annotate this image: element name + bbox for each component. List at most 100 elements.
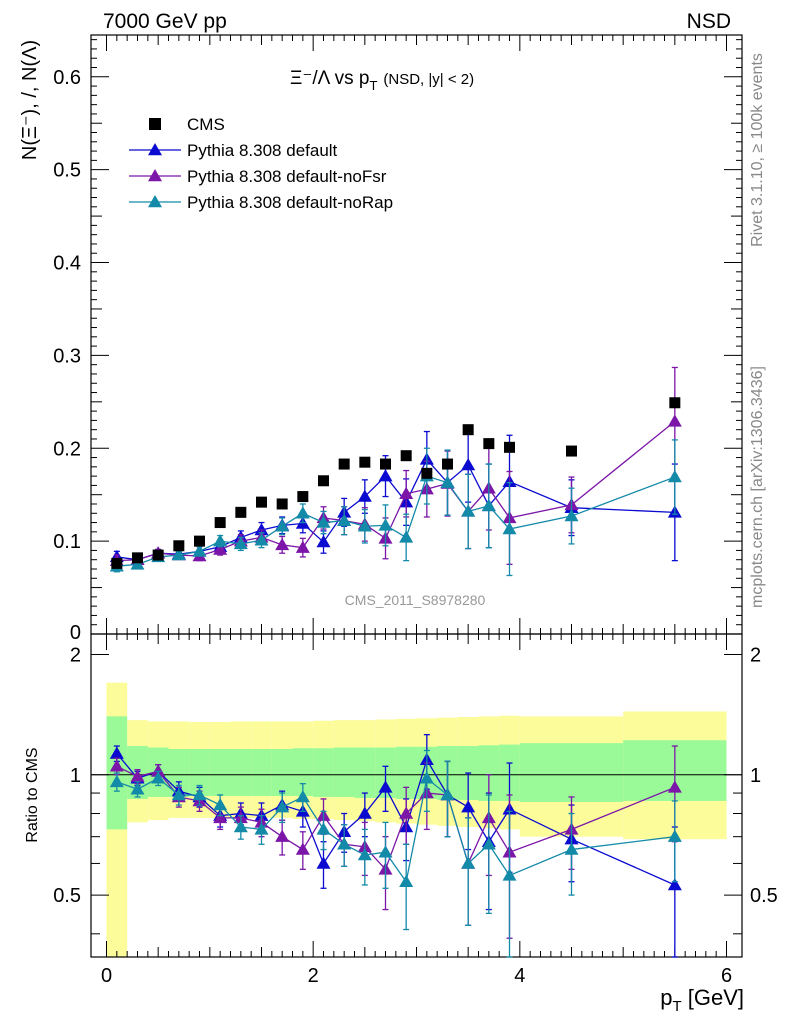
x-tick-label: 0 (101, 965, 112, 987)
ratio-band-inner (230, 749, 252, 796)
ratio-point-noFsr (295, 842, 310, 855)
ratio-point-noRap (130, 782, 145, 795)
ratio-point-noRap (337, 837, 352, 850)
point-default (254, 522, 269, 536)
ratio-point-default (461, 800, 476, 813)
x-tick-label: 6 (721, 965, 732, 987)
point-default (461, 457, 476, 471)
ratio-y-tick-label-right: 2 (750, 644, 761, 666)
legend-marker-triangle (148, 143, 162, 156)
ratio-point-noFsr (667, 780, 682, 793)
ratio-point-noRap (316, 822, 331, 835)
ratio-point-noFsr (130, 769, 145, 782)
ratio-point-noRap (399, 874, 414, 887)
ratio-point-default (378, 780, 393, 793)
ratio-plot (109, 733, 682, 958)
plot-title: Ξ⁻/Λ vs pT (NSD, |y| < 2) (290, 68, 474, 93)
ratio-y-tick-label-right: 1 (750, 765, 761, 787)
plot-title-main: Ξ⁻/Λ vs p (290, 68, 369, 89)
ratio-line-default (116, 753, 676, 886)
series-line-noFsr (116, 420, 676, 562)
y-tick-label: 0.3 (53, 345, 81, 367)
x-axis-label-tail: [GeV] (682, 985, 744, 1010)
watermark: CMS_2011_S8978280 (345, 592, 486, 608)
ratio-point-default (316, 856, 331, 869)
ratio-y-tick-label: 2 (70, 644, 81, 666)
x-axis-label-sub: T (672, 998, 681, 1015)
ratio-band-inner (209, 749, 231, 796)
y-axis-label: N(Ξ⁻), /, N(Λ) (19, 40, 41, 160)
ratio-band-inner (478, 745, 500, 801)
point-cms (504, 441, 515, 453)
header-left: 7000 GeV pp (103, 10, 227, 33)
point-noRap (564, 509, 579, 522)
ratio-line-noRap (116, 777, 675, 884)
header-right: NSD (687, 10, 731, 33)
point-noRap (399, 530, 414, 543)
ratio-point-noRap (440, 787, 455, 801)
point-cms (276, 498, 288, 510)
ratio-band-inner (519, 743, 624, 802)
ratio-band-inner (313, 748, 334, 797)
point-noRap (667, 470, 682, 483)
point-cms (359, 456, 371, 468)
legend-label: Pythia 8.308 default-noRap (187, 193, 393, 212)
legend-label: Pythia 8.308 default-noFsr (187, 167, 387, 186)
ratio-point-noRap (564, 842, 579, 855)
ratio-point-noRap (275, 800, 290, 813)
y-tick-label: 0 (70, 622, 81, 644)
ratio-point-noRap (481, 837, 496, 850)
point-cms (132, 552, 143, 564)
y-tick-label: 0.2 (53, 438, 81, 460)
legend-entry: Pythia 8.308 default (129, 141, 338, 160)
legend-entry: Pythia 8.308 default-noFsr (129, 167, 387, 186)
ratio-point-noFsr (109, 759, 124, 772)
point-noRap (213, 534, 228, 547)
ratio-point-noRap (357, 847, 372, 861)
point-noRap (171, 548, 186, 561)
y-tick-label: 0.4 (53, 253, 81, 275)
ratio-band-inner (271, 749, 293, 796)
point-cms (421, 467, 433, 479)
plot-title-tail: (NSD, |y| < 2) (383, 71, 474, 88)
point-noRap (130, 557, 145, 570)
ratio-y-tick-label: 0.5 (53, 885, 81, 907)
legend-marker-triangle (148, 195, 162, 208)
y-tick-label: 0.6 (53, 67, 81, 89)
axes: 0 2 4 600.10.20.30.40.50.60.5 0.51 12 2 (53, 34, 778, 987)
point-cms (669, 397, 681, 409)
point-cms (194, 535, 205, 547)
x-axis-label-main: p (660, 985, 672, 1010)
ratio-point-default (667, 877, 682, 891)
point-cms (462, 424, 474, 436)
point-noRap (461, 504, 476, 517)
point-default (378, 469, 393, 482)
main-plot (109, 366, 682, 577)
plot-title-sub: T (369, 78, 377, 93)
point-noRap (275, 519, 290, 532)
point-cms (111, 557, 123, 569)
ratio-band-inner (189, 749, 210, 796)
point-cms (380, 458, 391, 470)
ratio-point-default (109, 746, 124, 759)
legend-label: Pythia 8.308 default (187, 141, 338, 160)
legend-marker-square (149, 118, 161, 130)
point-noRap (233, 536, 248, 550)
point-noRap (440, 475, 455, 488)
ratio-band-inner (168, 749, 190, 797)
point-noRap (316, 515, 331, 528)
point-noFsr (399, 486, 414, 500)
ratio-band-inner (395, 746, 417, 799)
ratio-point-noRap (667, 829, 682, 842)
ratio-point-noRap (171, 787, 186, 801)
point-cms (214, 517, 226, 529)
ratio-point-noRap (192, 787, 207, 801)
ratio-band-inner (333, 747, 355, 797)
point-default (316, 535, 331, 548)
ratio-point-noRap (109, 774, 124, 788)
ratio-point-noRap (213, 798, 228, 811)
legend-entry: Pythia 8.308 default-noRap (129, 193, 393, 212)
ratio-line-noFsr (116, 765, 676, 871)
y-tick-label: 0.5 (53, 160, 81, 182)
ratio-point-noRap (233, 820, 248, 833)
